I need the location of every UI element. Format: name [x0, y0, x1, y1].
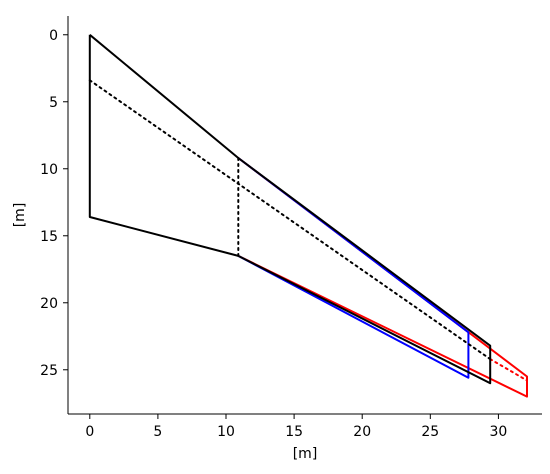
- x-tick-label: 0: [85, 424, 94, 440]
- y-axis-label: [m]: [12, 203, 28, 228]
- y-tick-label: 10: [40, 162, 58, 178]
- plot-lines: [88, 34, 528, 398]
- x-axis-label: [m]: [293, 446, 318, 462]
- x-tick-label: 5: [153, 424, 162, 440]
- x-tick-label: 20: [353, 424, 371, 440]
- y-tick-label: 25: [40, 363, 58, 379]
- y-tick-label: 20: [40, 296, 58, 312]
- series-line-3: [88, 34, 492, 385]
- y-tick-label: 5: [49, 95, 58, 111]
- y-tick-label: 15: [40, 229, 58, 245]
- series-line-1: [489, 358, 528, 382]
- y-tick-label: 0: [49, 28, 58, 44]
- x-tick-label: 25: [421, 424, 439, 440]
- x-tick-label: 30: [489, 424, 507, 440]
- x-tick-label: 10: [217, 424, 235, 440]
- series-line-4: [88, 79, 492, 361]
- x-tick-label: 15: [285, 424, 303, 440]
- ticks: 0 5 10 15 20 25 30 0 5 10 15 20 25: [40, 28, 507, 440]
- series-line-2: [237, 157, 470, 379]
